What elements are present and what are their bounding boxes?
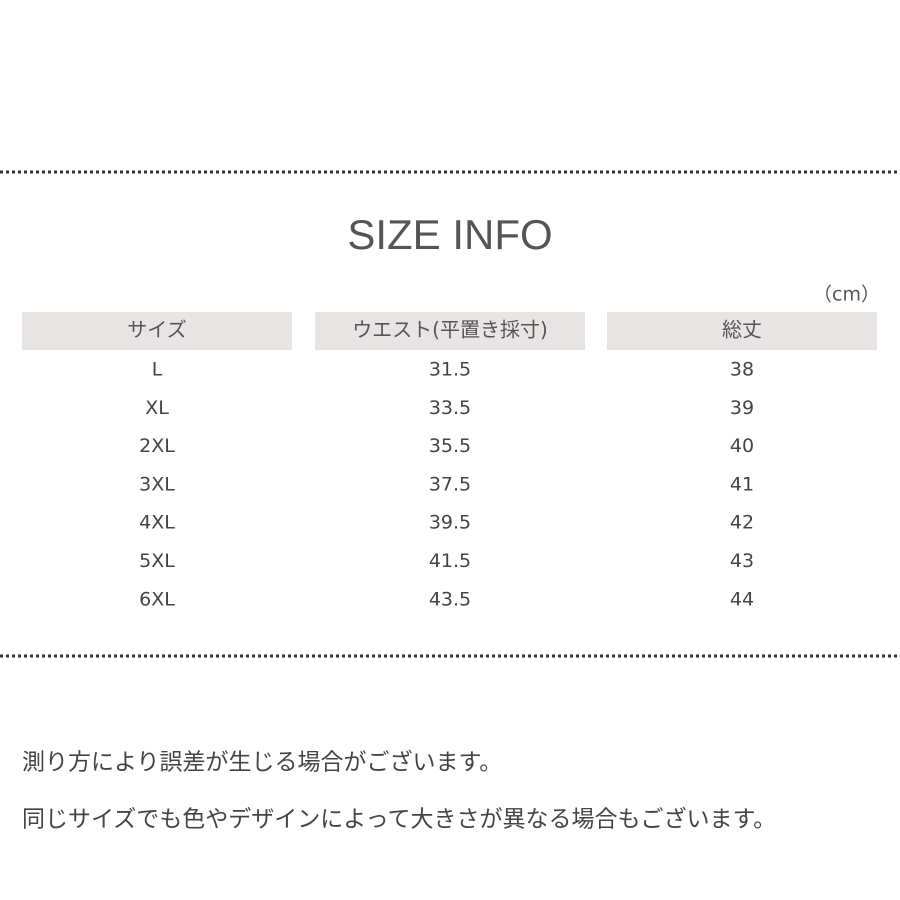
header-text: サイズ — [127, 318, 186, 342]
table-cell: 41.5 — [429, 550, 471, 572]
table-cell: 33.5 — [429, 397, 471, 419]
table-cell: 41 — [730, 473, 754, 495]
header-text: ウエスト(平置き採寸) — [352, 318, 548, 342]
title: SIZE INFO — [347, 211, 552, 258]
header-cell — [22, 312, 292, 350]
table-cell: 39.5 — [429, 512, 471, 534]
table-cell: 2XL — [139, 435, 175, 457]
table-cell: 6XL — [139, 588, 175, 610]
table-cell: 35.5 — [429, 435, 471, 457]
table-cell: 38 — [730, 359, 754, 381]
table-cell: 42 — [730, 512, 754, 534]
table-cell: 40 — [730, 435, 754, 457]
table-cell: 31.5 — [429, 359, 471, 381]
table-cell: 37.5 — [429, 473, 471, 495]
header-cell — [607, 312, 877, 350]
table-cell: 3XL — [139, 473, 175, 495]
table-cell: 43 — [730, 550, 754, 572]
table-cell: XL — [145, 397, 169, 419]
table-cell: 5XL — [139, 550, 175, 572]
unit-label: （cm） — [813, 284, 880, 306]
note: 測り方により誤差が生じる場合がございます。 — [22, 749, 502, 776]
table-cell: 4XL — [139, 512, 175, 534]
header-text: 総丈 — [722, 318, 762, 342]
table-cell: 39 — [730, 397, 754, 419]
note: 同じサイズでも色やデザインによって大きさが異なる場合もございます。 — [22, 806, 776, 833]
table-cell: 44 — [730, 588, 754, 610]
table-cell: 43.5 — [429, 588, 471, 610]
table-cell: L — [152, 359, 163, 381]
header-cell — [315, 312, 585, 350]
